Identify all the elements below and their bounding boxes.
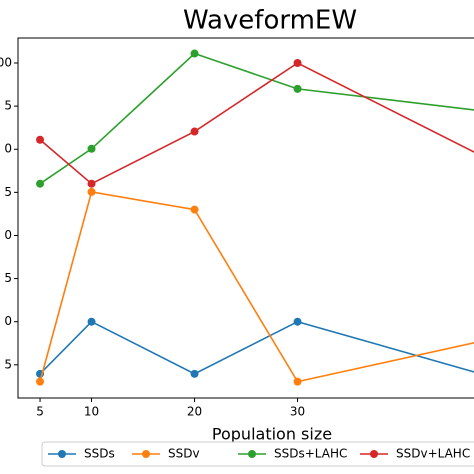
legend-marker — [142, 450, 150, 458]
chart-title: WaveformEW — [183, 6, 357, 36]
x-tick-label: 10 — [84, 405, 99, 419]
point — [293, 84, 302, 93]
x-tick-label: 20 — [187, 405, 202, 419]
point — [36, 179, 45, 188]
legend-marker — [58, 450, 66, 458]
y-tick-label: 5 — [4, 271, 12, 285]
legend-marker — [248, 450, 256, 458]
x-axis-label: Population size — [212, 425, 332, 444]
point — [293, 59, 302, 68]
point — [87, 187, 96, 196]
point — [293, 317, 302, 326]
x-tick-label: 30 — [290, 405, 305, 419]
legend-marker — [370, 450, 378, 458]
point — [190, 205, 199, 214]
point — [36, 135, 45, 144]
legend-label: SSDs+LAHC — [274, 447, 347, 461]
y-tick-label: 00 — [0, 56, 12, 70]
point — [87, 144, 96, 153]
y-tick-label: 0 — [4, 314, 12, 328]
point — [190, 369, 199, 378]
y-tick-label: 5 — [4, 99, 12, 113]
legend-label: SSDs — [84, 447, 115, 461]
x-tick-label: 5 — [36, 405, 44, 419]
point — [190, 49, 199, 58]
y-tick-label: 5 — [4, 357, 12, 371]
legend-label: SSDv — [168, 447, 200, 461]
plot-frame — [17, 37, 474, 399]
point — [87, 317, 96, 326]
y-tick-label: 0 — [4, 142, 12, 156]
point — [87, 179, 96, 188]
y-tick-label: 5 — [4, 185, 12, 199]
y-tick-label: 0 — [4, 228, 12, 242]
legend-label: SSDv+LAHC — [396, 447, 470, 461]
point — [293, 377, 302, 386]
point — [190, 127, 199, 136]
point — [36, 377, 45, 386]
